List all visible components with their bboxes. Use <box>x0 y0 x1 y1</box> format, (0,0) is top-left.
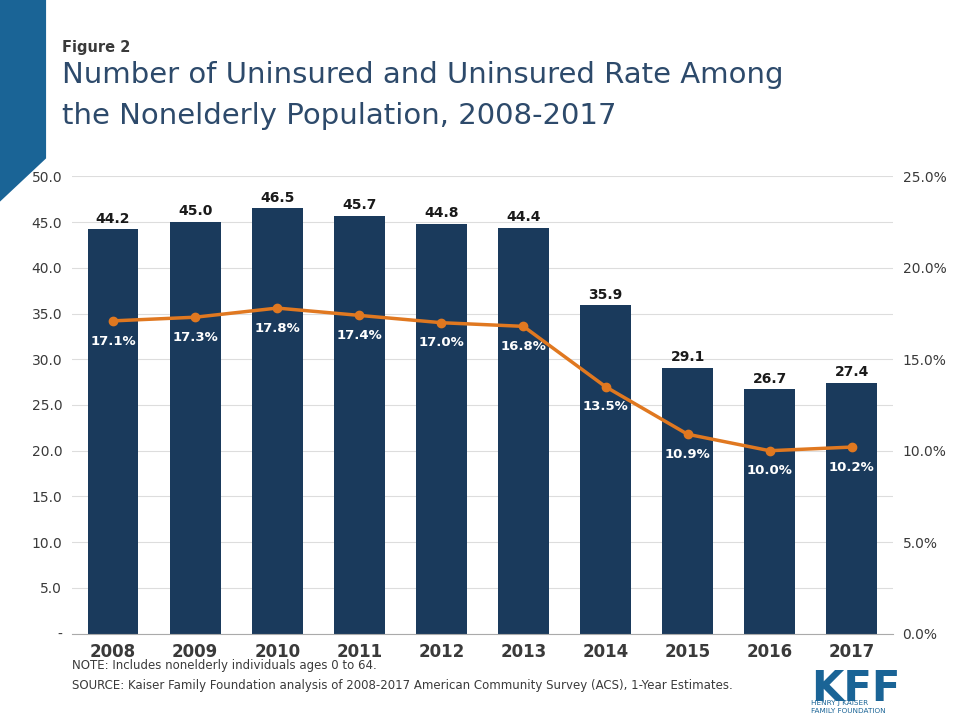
Bar <box>334 216 385 634</box>
Text: 44.2: 44.2 <box>96 212 131 226</box>
Text: 44.8: 44.8 <box>424 207 459 220</box>
Text: 17.0%: 17.0% <box>419 336 465 349</box>
Text: 27.4: 27.4 <box>834 365 869 379</box>
Text: 29.1: 29.1 <box>670 350 705 364</box>
Polygon shape <box>0 0 46 202</box>
Text: the Nonelderly Population, 2008-2017: the Nonelderly Population, 2008-2017 <box>62 102 617 130</box>
Bar <box>87 230 138 634</box>
Text: 45.7: 45.7 <box>342 198 376 212</box>
Text: 10.0%: 10.0% <box>747 464 793 477</box>
Bar <box>416 224 467 634</box>
Text: 17.4%: 17.4% <box>336 329 382 342</box>
Text: Number of Uninsured and Uninsured Rate Among: Number of Uninsured and Uninsured Rate A… <box>62 61 784 89</box>
Text: 17.8%: 17.8% <box>254 322 300 335</box>
Text: HENRY J KAISER
FAMILY FOUNDATION: HENRY J KAISER FAMILY FOUNDATION <box>811 700 886 714</box>
Bar <box>252 208 302 634</box>
Text: 26.7: 26.7 <box>753 372 787 386</box>
Text: Figure 2: Figure 2 <box>62 40 131 55</box>
Text: 17.1%: 17.1% <box>90 335 136 348</box>
Bar <box>498 228 549 634</box>
Text: KFF: KFF <box>811 668 900 710</box>
Text: 35.9: 35.9 <box>588 288 623 302</box>
Text: NOTE: Includes nonelderly individuals ages 0 to 64.
SOURCE: Kaiser Family Founda: NOTE: Includes nonelderly individuals ag… <box>72 659 732 692</box>
Bar <box>744 390 795 634</box>
Text: 10.9%: 10.9% <box>664 448 710 461</box>
Text: 44.4: 44.4 <box>506 210 540 224</box>
Text: 13.5%: 13.5% <box>583 400 629 413</box>
Text: 45.0: 45.0 <box>178 204 212 218</box>
Bar <box>827 383 877 634</box>
Text: 17.3%: 17.3% <box>172 331 218 344</box>
Bar <box>662 367 713 634</box>
Text: 16.8%: 16.8% <box>500 340 546 353</box>
Text: 10.2%: 10.2% <box>828 461 875 474</box>
Text: 46.5: 46.5 <box>260 191 295 204</box>
Bar <box>580 305 631 634</box>
Bar <box>170 222 221 634</box>
